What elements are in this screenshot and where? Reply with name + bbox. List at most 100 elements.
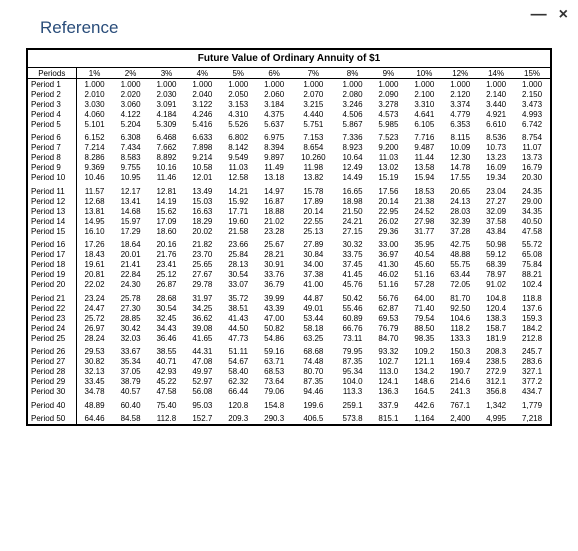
cell-value: 442.6 xyxy=(406,397,442,411)
cell-value: 21.58 xyxy=(220,226,256,236)
cell-value: 104.0 xyxy=(335,377,371,387)
cell-value: 59.16 xyxy=(256,343,292,357)
cell-value: 40.71 xyxy=(149,357,185,367)
cell-value: 8.892 xyxy=(149,153,185,163)
cell-value: 18.98 xyxy=(335,196,371,206)
cell-value: 13.41 xyxy=(113,196,149,206)
period-label: Period 10 xyxy=(28,173,76,183)
table-row: Period 4048.8960.4075.4095.03120.8154.81… xyxy=(28,397,550,411)
cell-value: 57.28 xyxy=(406,280,442,290)
cell-value: 24.30 xyxy=(113,280,149,290)
cell-value: 95.03 xyxy=(184,397,220,411)
cell-value: 8.394 xyxy=(256,143,292,153)
cell-value: 1.000 xyxy=(292,79,335,90)
cell-value: 4.246 xyxy=(184,109,220,119)
period-label: Period 15 xyxy=(28,226,76,236)
col-header: 7% xyxy=(292,68,335,79)
cell-value: 75.84 xyxy=(514,260,550,270)
cell-value: 30.42 xyxy=(113,323,149,333)
cell-value: 21.82 xyxy=(184,236,220,250)
period-label: Period 13 xyxy=(28,206,76,216)
cell-value: 24.47 xyxy=(76,303,113,313)
cell-value: 245.7 xyxy=(514,343,550,357)
cell-value: 42.93 xyxy=(149,367,185,377)
col-header: 14% xyxy=(478,68,514,79)
close-icon[interactable]: × xyxy=(559,6,568,24)
cell-value: 4.375 xyxy=(256,109,292,119)
cell-value: 1.000 xyxy=(478,79,514,90)
cell-value: 8.115 xyxy=(442,129,478,143)
period-label: Period 25 xyxy=(28,333,76,343)
cell-value: 312.1 xyxy=(478,377,514,387)
cell-value: 94.46 xyxy=(292,387,335,397)
cell-value: 6.802 xyxy=(220,129,256,143)
table-row: Period 11.0001.0001.0001.0001.0001.0001.… xyxy=(28,79,550,90)
table-row: Period 55.1015.2045.3095.4165.5265.6375.… xyxy=(28,119,550,129)
table-row: Period 2528.2432.0336.4641.6547.7354.866… xyxy=(28,333,550,343)
cell-value: 18.60 xyxy=(149,226,185,236)
period-label: Period 26 xyxy=(28,343,76,357)
cell-value: 18.64 xyxy=(113,236,149,250)
cell-value: 39.99 xyxy=(256,290,292,304)
period-label: Period 11 xyxy=(28,183,76,197)
cell-value: 5.637 xyxy=(256,119,292,129)
table-row: Period 1313.8114.6815.6216.6317.7118.882… xyxy=(28,206,550,216)
col-header: 8% xyxy=(335,68,371,79)
col-header: 12% xyxy=(442,68,478,79)
cell-value: 199.6 xyxy=(292,397,335,411)
cell-value: 15.19 xyxy=(371,173,407,183)
cell-value: 20.65 xyxy=(442,183,478,197)
cell-value: 43.84 xyxy=(478,226,514,236)
cell-value: 26.87 xyxy=(149,280,185,290)
cell-value: 1.000 xyxy=(149,79,185,90)
cell-value: 159.3 xyxy=(514,313,550,323)
cell-value: 53.44 xyxy=(292,313,335,323)
cell-value: 11.03 xyxy=(371,153,407,163)
cell-value: 68.53 xyxy=(256,367,292,377)
cell-value: 74.48 xyxy=(292,357,335,367)
cell-value: 13.81 xyxy=(76,206,113,216)
cell-value: 18.88 xyxy=(256,206,292,216)
cell-value: 28.85 xyxy=(113,313,149,323)
cell-value: 3.310 xyxy=(406,99,442,109)
cell-value: 4.573 xyxy=(371,109,407,119)
minimize-icon[interactable]: — xyxy=(531,6,547,24)
cell-value: 2,400 xyxy=(442,410,478,424)
cell-value: 30.32 xyxy=(335,236,371,250)
cell-value: 8.536 xyxy=(478,129,514,143)
cell-value: 41.30 xyxy=(371,260,407,270)
cell-value: 23.24 xyxy=(76,290,113,304)
cell-value: 16.09 xyxy=(478,163,514,173)
cell-value: 29.53 xyxy=(76,343,113,357)
cell-value: 28.68 xyxy=(149,290,185,304)
col-header: 5% xyxy=(220,68,256,79)
cell-value: 25.72 xyxy=(76,313,113,323)
cell-value: 22.95 xyxy=(371,206,407,216)
cell-value: 27.27 xyxy=(478,196,514,206)
page-title: Reference xyxy=(0,0,578,48)
cell-value: 58.18 xyxy=(292,323,335,333)
cell-value: 46.02 xyxy=(371,270,407,280)
table-row: Period 33.0303.0603.0913.1223.1533.1843.… xyxy=(28,99,550,109)
cell-value: 40.57 xyxy=(113,387,149,397)
cell-value: 12.01 xyxy=(184,173,220,183)
cell-value: 27.15 xyxy=(335,226,371,236)
cell-value: 113.3 xyxy=(335,387,371,397)
period-label: Period 30 xyxy=(28,387,76,397)
cell-value: 73.11 xyxy=(335,333,371,343)
cell-value: 15.62 xyxy=(149,206,185,216)
cell-value: 13.49 xyxy=(184,183,220,197)
cell-value: 25.67 xyxy=(256,236,292,250)
cell-value: 6.353 xyxy=(442,119,478,129)
cell-value: 37.58 xyxy=(478,216,514,226)
cell-value: 31.97 xyxy=(184,290,220,304)
col-header: 15% xyxy=(514,68,550,79)
cell-value: 4.440 xyxy=(292,109,335,119)
cell-value: 2.040 xyxy=(184,89,220,99)
cell-value: 36.79 xyxy=(256,280,292,290)
period-label: Period 4 xyxy=(28,109,76,119)
cell-value: 15.94 xyxy=(406,173,442,183)
cell-value: 2.120 xyxy=(442,89,478,99)
cell-value: 377.2 xyxy=(514,377,550,387)
cell-value: 1.000 xyxy=(113,79,149,90)
